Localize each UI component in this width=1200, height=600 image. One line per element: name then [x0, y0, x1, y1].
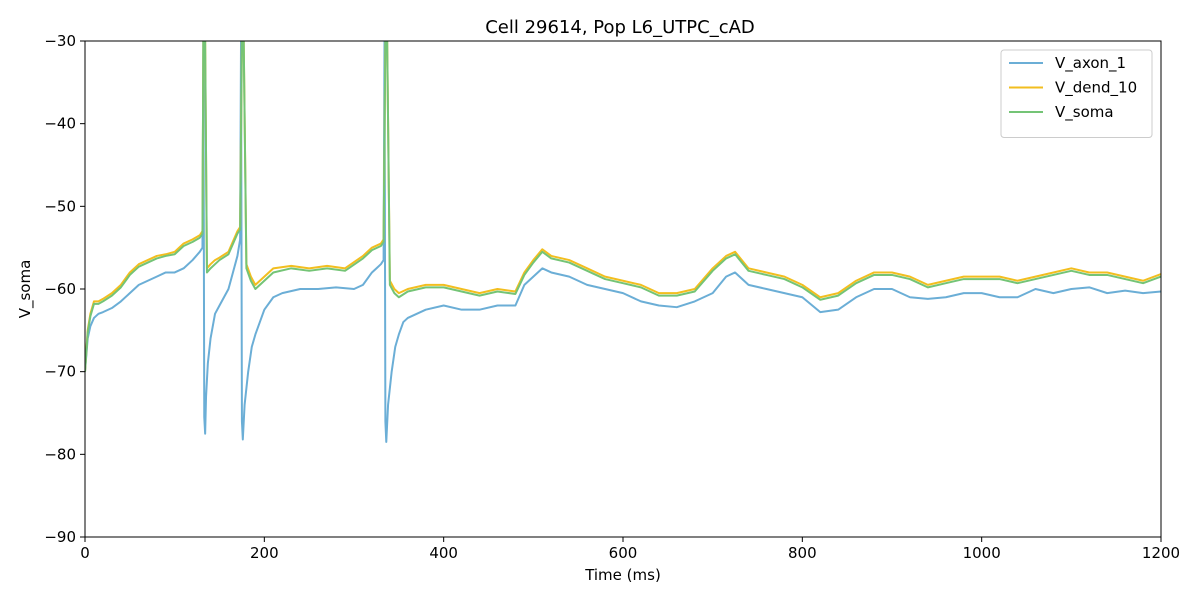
y-axis: −90 −80 −70 −60 −50 −40 −30: [44, 32, 85, 546]
legend: V_axon_1 V_dend_10 V_soma: [1000, 49, 1153, 138]
chart-title: Cell 29614, Pop L6_UTPC_cAD: [485, 17, 755, 38]
y-tick-label: −60: [44, 280, 76, 298]
x-tick-label: 0: [80, 544, 90, 562]
x-tick-label: 600: [609, 544, 638, 562]
series-line-v-dend-10: [85, 41, 1161, 372]
x-tick-label: 400: [429, 544, 458, 562]
legend-label: V_axon_1: [1055, 54, 1126, 73]
legend-frame: [1000, 49, 1153, 138]
y-tick-label: −50: [44, 197, 76, 215]
x-tick-label: 1000: [963, 544, 1001, 562]
x-axis-label: Time (ms): [584, 566, 661, 584]
legend-label: V_dend_10: [1055, 79, 1137, 98]
y-tick-label: −90: [44, 528, 76, 546]
x-axis: 0 200 400 600 800 1000 1200: [80, 537, 1180, 562]
series-line-v-soma: [85, 41, 1161, 372]
y-tick-label: −30: [44, 32, 76, 50]
x-tick-label: 200: [250, 544, 279, 562]
legend-label: V_soma: [1055, 103, 1114, 122]
y-axis-label: V_soma: [16, 260, 35, 319]
y-tick-label: −80: [44, 445, 76, 463]
x-tick-label: 1200: [1142, 544, 1180, 562]
series-layer: [85, 41, 1161, 443]
y-tick-label: −40: [44, 115, 76, 133]
y-tick-label: −70: [44, 363, 76, 381]
x-tick-label: 800: [788, 544, 817, 562]
